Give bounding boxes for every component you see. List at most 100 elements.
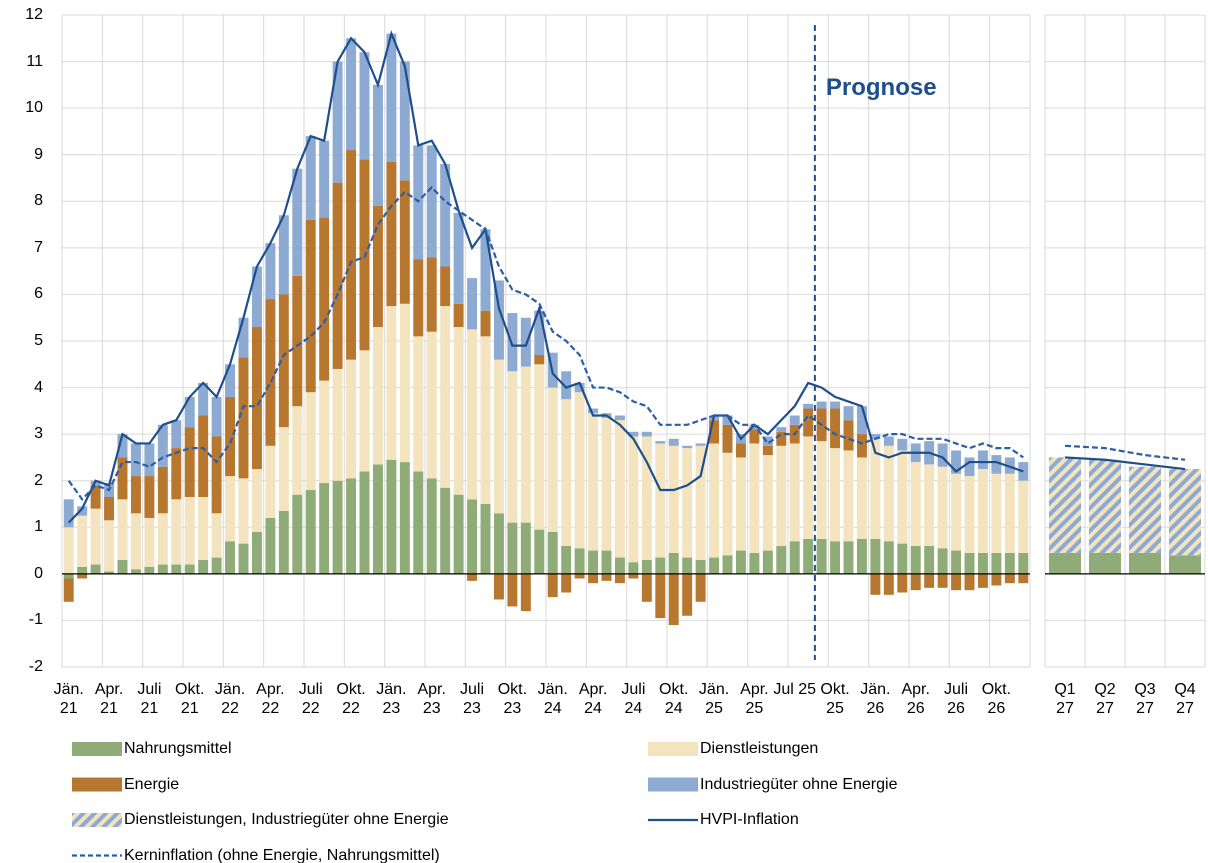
- bar-segment: [749, 552, 760, 574]
- legend-swatch: [648, 742, 698, 756]
- bar-segment: [332, 61, 343, 183]
- bar-segment: [1129, 552, 1161, 574]
- bar-segment: [480, 310, 491, 337]
- bar-segment: [870, 573, 881, 595]
- bar-segment: [762, 455, 773, 551]
- bar-segment: [1169, 469, 1201, 556]
- bar-segment: [709, 557, 720, 574]
- bar-segment: [668, 552, 679, 574]
- y-tick-label: 12: [25, 6, 43, 23]
- bar-segment: [897, 573, 908, 593]
- x-tick-label: Apr. 22: [256, 681, 285, 717]
- bar-segment: [991, 552, 1002, 574]
- bar-segment: [910, 462, 921, 546]
- bar-segment: [117, 434, 128, 458]
- bar-segment: [305, 490, 316, 574]
- bar-segment: [924, 464, 935, 546]
- bar-segment: [1004, 552, 1015, 574]
- bar-segment: [682, 448, 693, 558]
- bar-segment: [951, 573, 962, 591]
- bar-segment: [964, 573, 975, 591]
- bar-segment: [130, 476, 141, 514]
- bar-segment: [493, 280, 504, 360]
- bar-segment: [265, 243, 276, 300]
- bar-segment: [493, 573, 504, 600]
- x-tick-label: Okt. 25: [820, 681, 850, 717]
- x-tick-label: Q1 27: [1054, 681, 1076, 717]
- bar-segment: [493, 359, 504, 514]
- bar-segment: [319, 380, 330, 484]
- bar-segment: [547, 531, 558, 574]
- x-tick-label: Okt. 21: [175, 681, 205, 717]
- bar-segment: [144, 476, 155, 518]
- bar-segment: [386, 459, 397, 574]
- bar-segment: [453, 494, 464, 574]
- bar-segment: [709, 443, 720, 558]
- bar-segment: [440, 306, 451, 488]
- x-tick-label: Juli 22: [298, 681, 323, 717]
- bar-segment: [332, 480, 343, 574]
- bar-segment: [883, 573, 894, 595]
- bar-segment: [749, 429, 760, 444]
- bar-segment: [117, 499, 128, 560]
- bar-segment: [292, 406, 303, 495]
- x-tick-label: Apr. 23: [417, 681, 446, 717]
- bar-segment: [157, 564, 168, 574]
- bar-segment: [278, 294, 289, 428]
- bar-segment: [991, 455, 1002, 474]
- bar-segment: [104, 497, 115, 521]
- bar-segment: [924, 573, 935, 588]
- bar-segment: [735, 550, 746, 574]
- bar-segment: [171, 564, 182, 574]
- bar-segment: [171, 499, 182, 565]
- bar-segment: [588, 408, 599, 414]
- bar-segment: [238, 317, 249, 358]
- bar-segment: [493, 513, 504, 574]
- bar-segment: [63, 573, 74, 579]
- bar-segment: [157, 466, 168, 514]
- bar-segment: [776, 545, 787, 574]
- bar-segment: [251, 266, 262, 328]
- bar-segment: [897, 543, 908, 574]
- bar-segment: [520, 317, 531, 367]
- x-tick-label: Q2 27: [1094, 681, 1116, 717]
- bar-segment: [372, 84, 383, 206]
- bar-segment: [144, 517, 155, 567]
- bar-segment: [184, 396, 195, 428]
- bar-segment: [386, 306, 397, 460]
- bar-segment: [977, 469, 988, 553]
- bar-segment: [238, 543, 249, 574]
- bar-segment: [722, 415, 733, 425]
- bar-segment: [897, 438, 908, 451]
- bar-segment: [225, 541, 236, 574]
- bar-segment: [346, 150, 357, 360]
- x-tick-label: Jän. 22: [214, 681, 246, 717]
- bar-segment: [332, 182, 343, 369]
- x-tick-label: Apr. 24: [578, 681, 608, 717]
- bar-segment: [762, 550, 773, 574]
- bar-segment: [682, 573, 693, 616]
- bar-segment: [991, 473, 1002, 553]
- bar-segment: [534, 364, 545, 530]
- bar-segment: [682, 557, 693, 574]
- bar-segment: [628, 573, 639, 579]
- bar-segment: [130, 513, 141, 570]
- x-tick-label: Q4 27: [1174, 681, 1196, 717]
- bar-segment: [574, 382, 585, 393]
- bar-segment: [426, 145, 437, 258]
- bar-segment: [830, 401, 841, 409]
- bar-segment: [292, 494, 303, 574]
- bar-segment: [507, 573, 518, 607]
- bar-segment: [90, 508, 101, 565]
- x-tick-label: Juli 24: [621, 681, 646, 717]
- bar-segment: [413, 259, 424, 337]
- bar-segment: [265, 445, 276, 518]
- y-tick-label: 9: [34, 145, 43, 163]
- bar-segment: [803, 403, 814, 409]
- bar-segment: [467, 499, 478, 574]
- bar-segment: [104, 571, 115, 574]
- y-tick-label: 8: [34, 192, 43, 210]
- x-tick-label: Jul 25: [773, 681, 817, 698]
- bar-segment: [534, 529, 545, 574]
